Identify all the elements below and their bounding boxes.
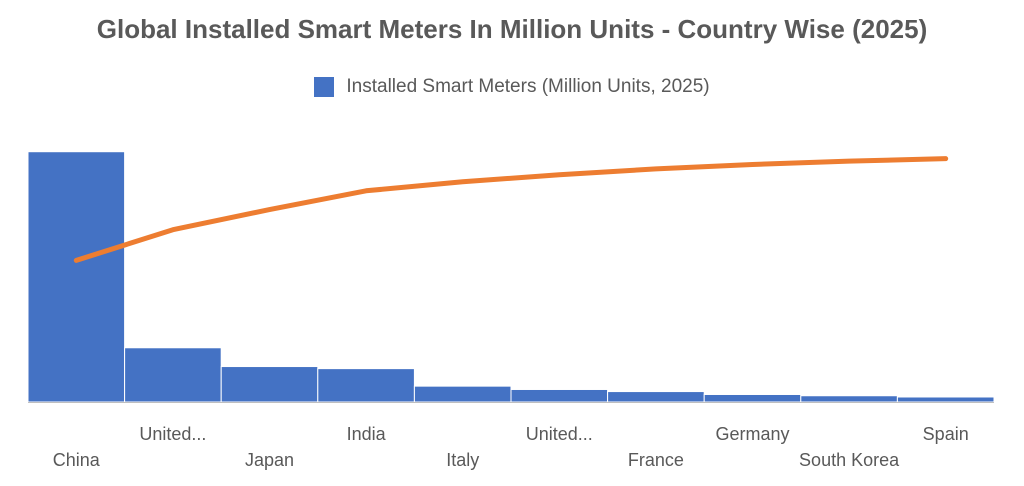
- x-tick-label: France: [628, 450, 684, 470]
- bar-4: [413, 385, 512, 403]
- legend-label: Installed Smart Meters (Million Units, 2…: [346, 76, 710, 97]
- x-tick-label: China: [53, 450, 101, 470]
- x-tick-label: Japan: [245, 450, 294, 470]
- x-tick-label: South Korea: [799, 450, 900, 470]
- legend: Installed Smart Meters (Million Units, 2…: [0, 76, 1024, 98]
- bar-7: [703, 393, 802, 403]
- bar-2: [220, 366, 319, 403]
- bar-3: [317, 368, 415, 403]
- bars-group: [27, 151, 995, 403]
- x-tick-label: Italy: [446, 450, 479, 470]
- x-tick-label: United...: [526, 424, 593, 444]
- x-tick-labels: China United... Japan India Italy United... Fr…: [53, 424, 969, 470]
- legend-swatch-icon: [314, 77, 335, 97]
- cumulative-line: [73, 156, 949, 263]
- bar-9: [896, 396, 995, 403]
- x-tick-label: Germany: [715, 424, 789, 444]
- bar-5: [510, 388, 609, 403]
- x-tick-label: India: [347, 424, 387, 444]
- x-tick-label: United...: [139, 424, 206, 444]
- bar-8: [800, 395, 898, 403]
- bar-0: [27, 151, 126, 403]
- x-tick-label: Spain: [923, 424, 969, 444]
- chart-title: Global Installed Smart Meters In Million…: [96, 14, 928, 44]
- bar-1: [124, 347, 222, 403]
- bar-6: [607, 391, 705, 403]
